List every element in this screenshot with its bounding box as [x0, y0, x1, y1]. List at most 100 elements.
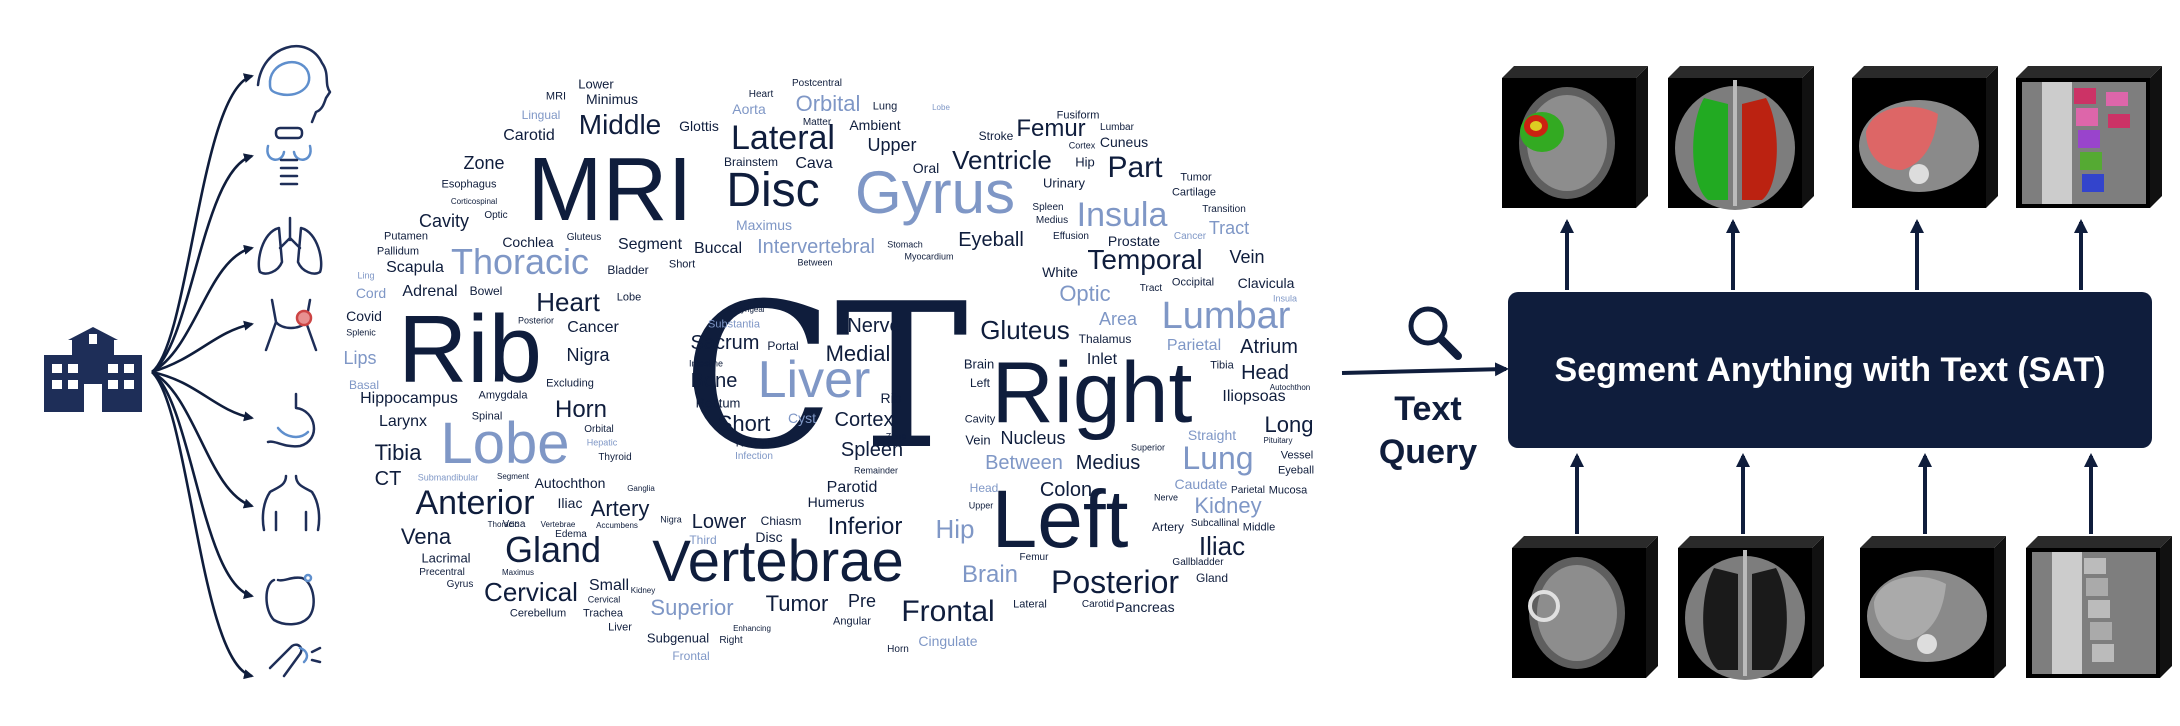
word-cloud-term: Superior — [1130, 442, 1166, 453]
word-cloud-term: Gland — [504, 529, 602, 570]
word-cloud-term: Colon — [1039, 479, 1093, 501]
word-cloud-term: CT — [374, 468, 402, 490]
lungs-icon — [257, 216, 323, 275]
word-cloud-term: Pre — [847, 591, 877, 611]
word-cloud-term: Segment — [496, 472, 530, 481]
word-cloud-term: Tibia — [374, 440, 422, 465]
word-cloud-term: Thyroid — [598, 452, 632, 463]
text-query-line-1: Text — [1394, 390, 1462, 428]
word-cloud-term: Infection — [735, 451, 773, 462]
word-cloud-term: Pancreas — [1115, 599, 1175, 615]
word-cloud-term: Insula — [1076, 196, 1168, 234]
word-cloud-term: Eyeball — [958, 229, 1024, 251]
word-cloud-term: Left — [969, 376, 991, 390]
word-cloud-term: Scapula — [386, 259, 444, 276]
word-cloud-term: Carotid — [503, 127, 555, 144]
word-cloud-term: Iliac — [557, 495, 583, 511]
word-cloud-term: Disc — [726, 164, 820, 217]
word-cloud-term: Remainder — [853, 465, 899, 476]
word-cloud-term: Orbital — [584, 424, 614, 435]
word-cloud-term: Cavity — [964, 413, 996, 426]
word-cloud-term: Optic — [484, 210, 508, 221]
word-cloud-term: Between — [985, 452, 1063, 474]
word-cloud-term: Hippocampus — [360, 390, 458, 407]
word-cloud-term: Radiation — [735, 437, 783, 450]
word-cloud-term: Lung — [1182, 440, 1254, 476]
word-cloud-term: Thoracic — [450, 241, 590, 282]
arrow-to-torso — [151, 370, 254, 509]
word-cloud-term: Between — [797, 257, 833, 268]
knee-joint-icon — [268, 643, 322, 678]
brain-head-icon — [256, 45, 332, 124]
word-cloud-term: Carotid — [1081, 599, 1115, 610]
word-cloud-term: Esophagus — [441, 178, 497, 191]
arrow-to-shoulder — [151, 320, 254, 374]
word-cloud-term: Adrenal — [402, 283, 458, 300]
word-cloud-term: Brain — [963, 356, 995, 372]
word-cloud-term: Brain — [961, 561, 1019, 588]
word-cloud-term: Ambient — [849, 117, 901, 133]
word-cloud-term: Posterior — [517, 315, 555, 326]
word-cloud-term: Lobe — [616, 291, 642, 304]
word-cloud-term: Enhancing — [733, 624, 771, 633]
arrow-to-thyroid — [151, 153, 254, 374]
word-cloud-term: Bladder — [607, 263, 649, 277]
word-cloud-term: Thalamus — [1078, 332, 1132, 346]
sat-model-box: Segment Anything with Text (SAT) — [1508, 292, 2152, 448]
word-cloud-term: Upper — [867, 135, 917, 155]
word-cloud-term: Ventricle — [952, 145, 1052, 175]
stomach-icon — [266, 392, 316, 448]
word-cloud-term: Lung — [872, 100, 898, 113]
word-cloud-term: Disc — [755, 529, 783, 545]
word-cloud-term: Humerus — [807, 494, 865, 510]
word-cloud-term: Ling — [357, 270, 375, 281]
word-cloud-term: Parietal — [1166, 337, 1222, 354]
word-cloud-term: Parotid — [826, 479, 878, 496]
spine-mri-output-scan — [2016, 66, 2162, 208]
word-cloud-term: Gallbladder — [1172, 557, 1224, 568]
word-cloud-term: Urinary — [1043, 175, 1085, 191]
word-cloud-term: Lips — [343, 348, 377, 368]
word-cloud-term: Tract — [1139, 283, 1163, 294]
word-cloud-term: Minimus — [585, 91, 639, 107]
word-cloud-term: Middle — [578, 109, 662, 140]
word-cloud-term: Temporal — [1087, 244, 1203, 275]
word-cloud-term: Femur — [1016, 115, 1086, 142]
word-cloud-term: Iliac — [1198, 531, 1246, 561]
word-cloud-term: Nucleus — [1000, 428, 1066, 448]
word-cloud-term: Glottis — [679, 118, 719, 134]
word-cloud-term: Medial — [825, 341, 891, 366]
word-cloud-term: Trachea — [583, 607, 623, 620]
word-cloud-term: Upper — [968, 500, 994, 511]
word-cloud-term: Cervical — [484, 577, 578, 607]
word-cloud-term: Subgenual — [646, 630, 710, 646]
word-cloud-term: Intervertebral — [757, 236, 875, 258]
word-cloud-term: Horn — [554, 396, 608, 423]
spine-mri-input-scan — [2026, 536, 2172, 678]
word-cloud-term: Myocardium — [904, 251, 954, 262]
word-cloud-term: Cortex — [1068, 140, 1096, 151]
arrow-to-lungs — [151, 244, 254, 374]
word-cloud-term: Gyrus — [446, 579, 474, 590]
word-cloud-term: Iliopsoas — [1222, 388, 1286, 405]
word-cloud-term: Artery — [1151, 520, 1185, 534]
word-cloud-term: Lumbar — [1161, 295, 1291, 337]
word-cloud-term: Zone — [463, 153, 505, 173]
word-cloud-term: Insula — [1272, 293, 1298, 304]
word-cloud-term: Cerebellum — [509, 607, 567, 620]
word-cloud-term: Effusion — [1053, 231, 1089, 242]
word-cloud-term: Head — [969, 481, 999, 495]
brain-mri-input-scan — [1512, 536, 1658, 678]
word-cloud-term: Autochthon — [534, 475, 606, 491]
word-cloud-term: Substantia — [708, 318, 760, 331]
arrow-to-brain-head — [151, 73, 254, 374]
word-cloud-term: Pallidum — [376, 245, 420, 258]
word-cloud-term: Optic — [1059, 281, 1111, 306]
word-cloud-term: Heart — [536, 287, 600, 317]
word-cloud-term: Rib — [397, 296, 543, 403]
word-cloud-term: Transition — [1202, 204, 1246, 215]
word-cloud-term: Right — [991, 345, 1193, 441]
word-cloud-term: Medius — [1035, 215, 1069, 226]
word-cloud-term: Sacrum — [690, 332, 760, 354]
